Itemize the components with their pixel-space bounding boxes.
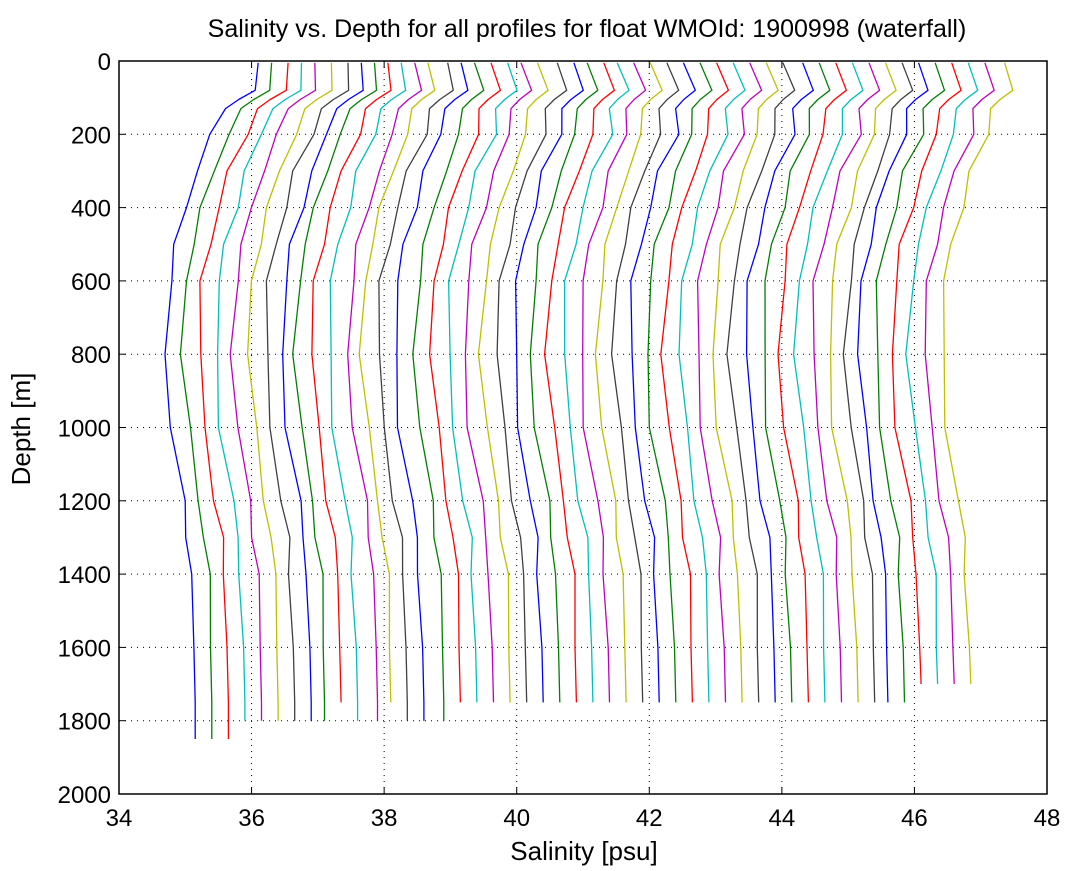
profile-line — [529, 62, 599, 703]
y-tick-label: 400 — [71, 196, 111, 223]
profile-line — [712, 62, 779, 703]
axis-ticks: 34 36 38 40 42 44 46 48 0 200 400 600 800 1000 1200 140… — [58, 49, 1061, 832]
profile-line — [678, 62, 746, 703]
profile-line — [229, 62, 317, 721]
profile-line — [396, 62, 469, 721]
y-tick-label: 2000 — [58, 782, 111, 809]
x-tick-label: 38 — [371, 805, 398, 832]
profile-line — [630, 62, 696, 703]
profile-line — [726, 62, 796, 703]
profile-line — [378, 62, 454, 721]
profile-line — [216, 62, 303, 721]
y-tick-label: 1000 — [58, 416, 111, 443]
profile-line — [447, 62, 518, 703]
profile-line — [647, 62, 713, 703]
profile-line — [311, 62, 392, 703]
profile-line — [412, 62, 485, 721]
profile-line — [292, 62, 378, 721]
x-axis-label: Salinity [psu] — [510, 836, 657, 866]
profile-line — [829, 62, 897, 703]
y-tick-label: 0 — [98, 49, 111, 76]
x-tick-label: 36 — [238, 805, 265, 832]
profile-line — [924, 62, 995, 685]
profile-line — [842, 62, 914, 703]
profile-line — [764, 62, 831, 703]
profile-line — [582, 62, 647, 703]
profile-line — [428, 62, 502, 703]
y-tick-label: 200 — [71, 122, 111, 149]
profile-line — [282, 62, 364, 721]
x-tick-label: 34 — [106, 805, 133, 832]
profile-line — [812, 62, 881, 703]
profile-line — [199, 62, 289, 739]
profile-series — [164, 62, 1014, 739]
profile-line — [594, 62, 663, 703]
profile-line — [347, 62, 423, 721]
x-tick-label: 48 — [1034, 805, 1061, 832]
y-tick-label: 1200 — [58, 489, 111, 516]
y-tick-label: 1800 — [58, 709, 111, 736]
profile-line — [891, 62, 962, 685]
profile-line — [792, 62, 864, 703]
y-tick-label: 1400 — [58, 562, 111, 589]
profile-line — [942, 62, 1014, 685]
profile-line — [358, 62, 436, 703]
profile-line — [610, 62, 680, 703]
profile-line — [265, 62, 350, 721]
profile-line — [477, 62, 549, 703]
profile-line — [179, 62, 273, 739]
profile-line — [543, 62, 616, 703]
y-tick-label: 800 — [71, 342, 111, 369]
x-tick-label: 42 — [636, 805, 663, 832]
profile-line — [164, 62, 259, 739]
profile-line — [660, 62, 730, 703]
profile-line — [875, 62, 946, 703]
profile-line — [246, 62, 333, 721]
y-axis-label: Depth [m] — [6, 373, 36, 486]
y-tick-label: 1600 — [58, 635, 111, 662]
chart-title: Salinity vs. Depth for all profiles for … — [208, 15, 967, 43]
profile-line — [563, 62, 630, 703]
profile-line — [496, 62, 568, 703]
profile-line — [514, 62, 584, 703]
profile-line — [696, 62, 763, 703]
profile-line — [745, 62, 814, 703]
profile-line — [464, 62, 533, 703]
x-tick-label: 44 — [769, 805, 796, 832]
x-tick-label: 46 — [901, 805, 928, 832]
x-tick-label: 40 — [503, 805, 530, 832]
profile-line — [329, 62, 407, 721]
profile-line — [777, 62, 848, 703]
y-tick-label: 600 — [71, 269, 111, 296]
profile-line — [905, 62, 979, 685]
profile-line — [856, 62, 929, 703]
